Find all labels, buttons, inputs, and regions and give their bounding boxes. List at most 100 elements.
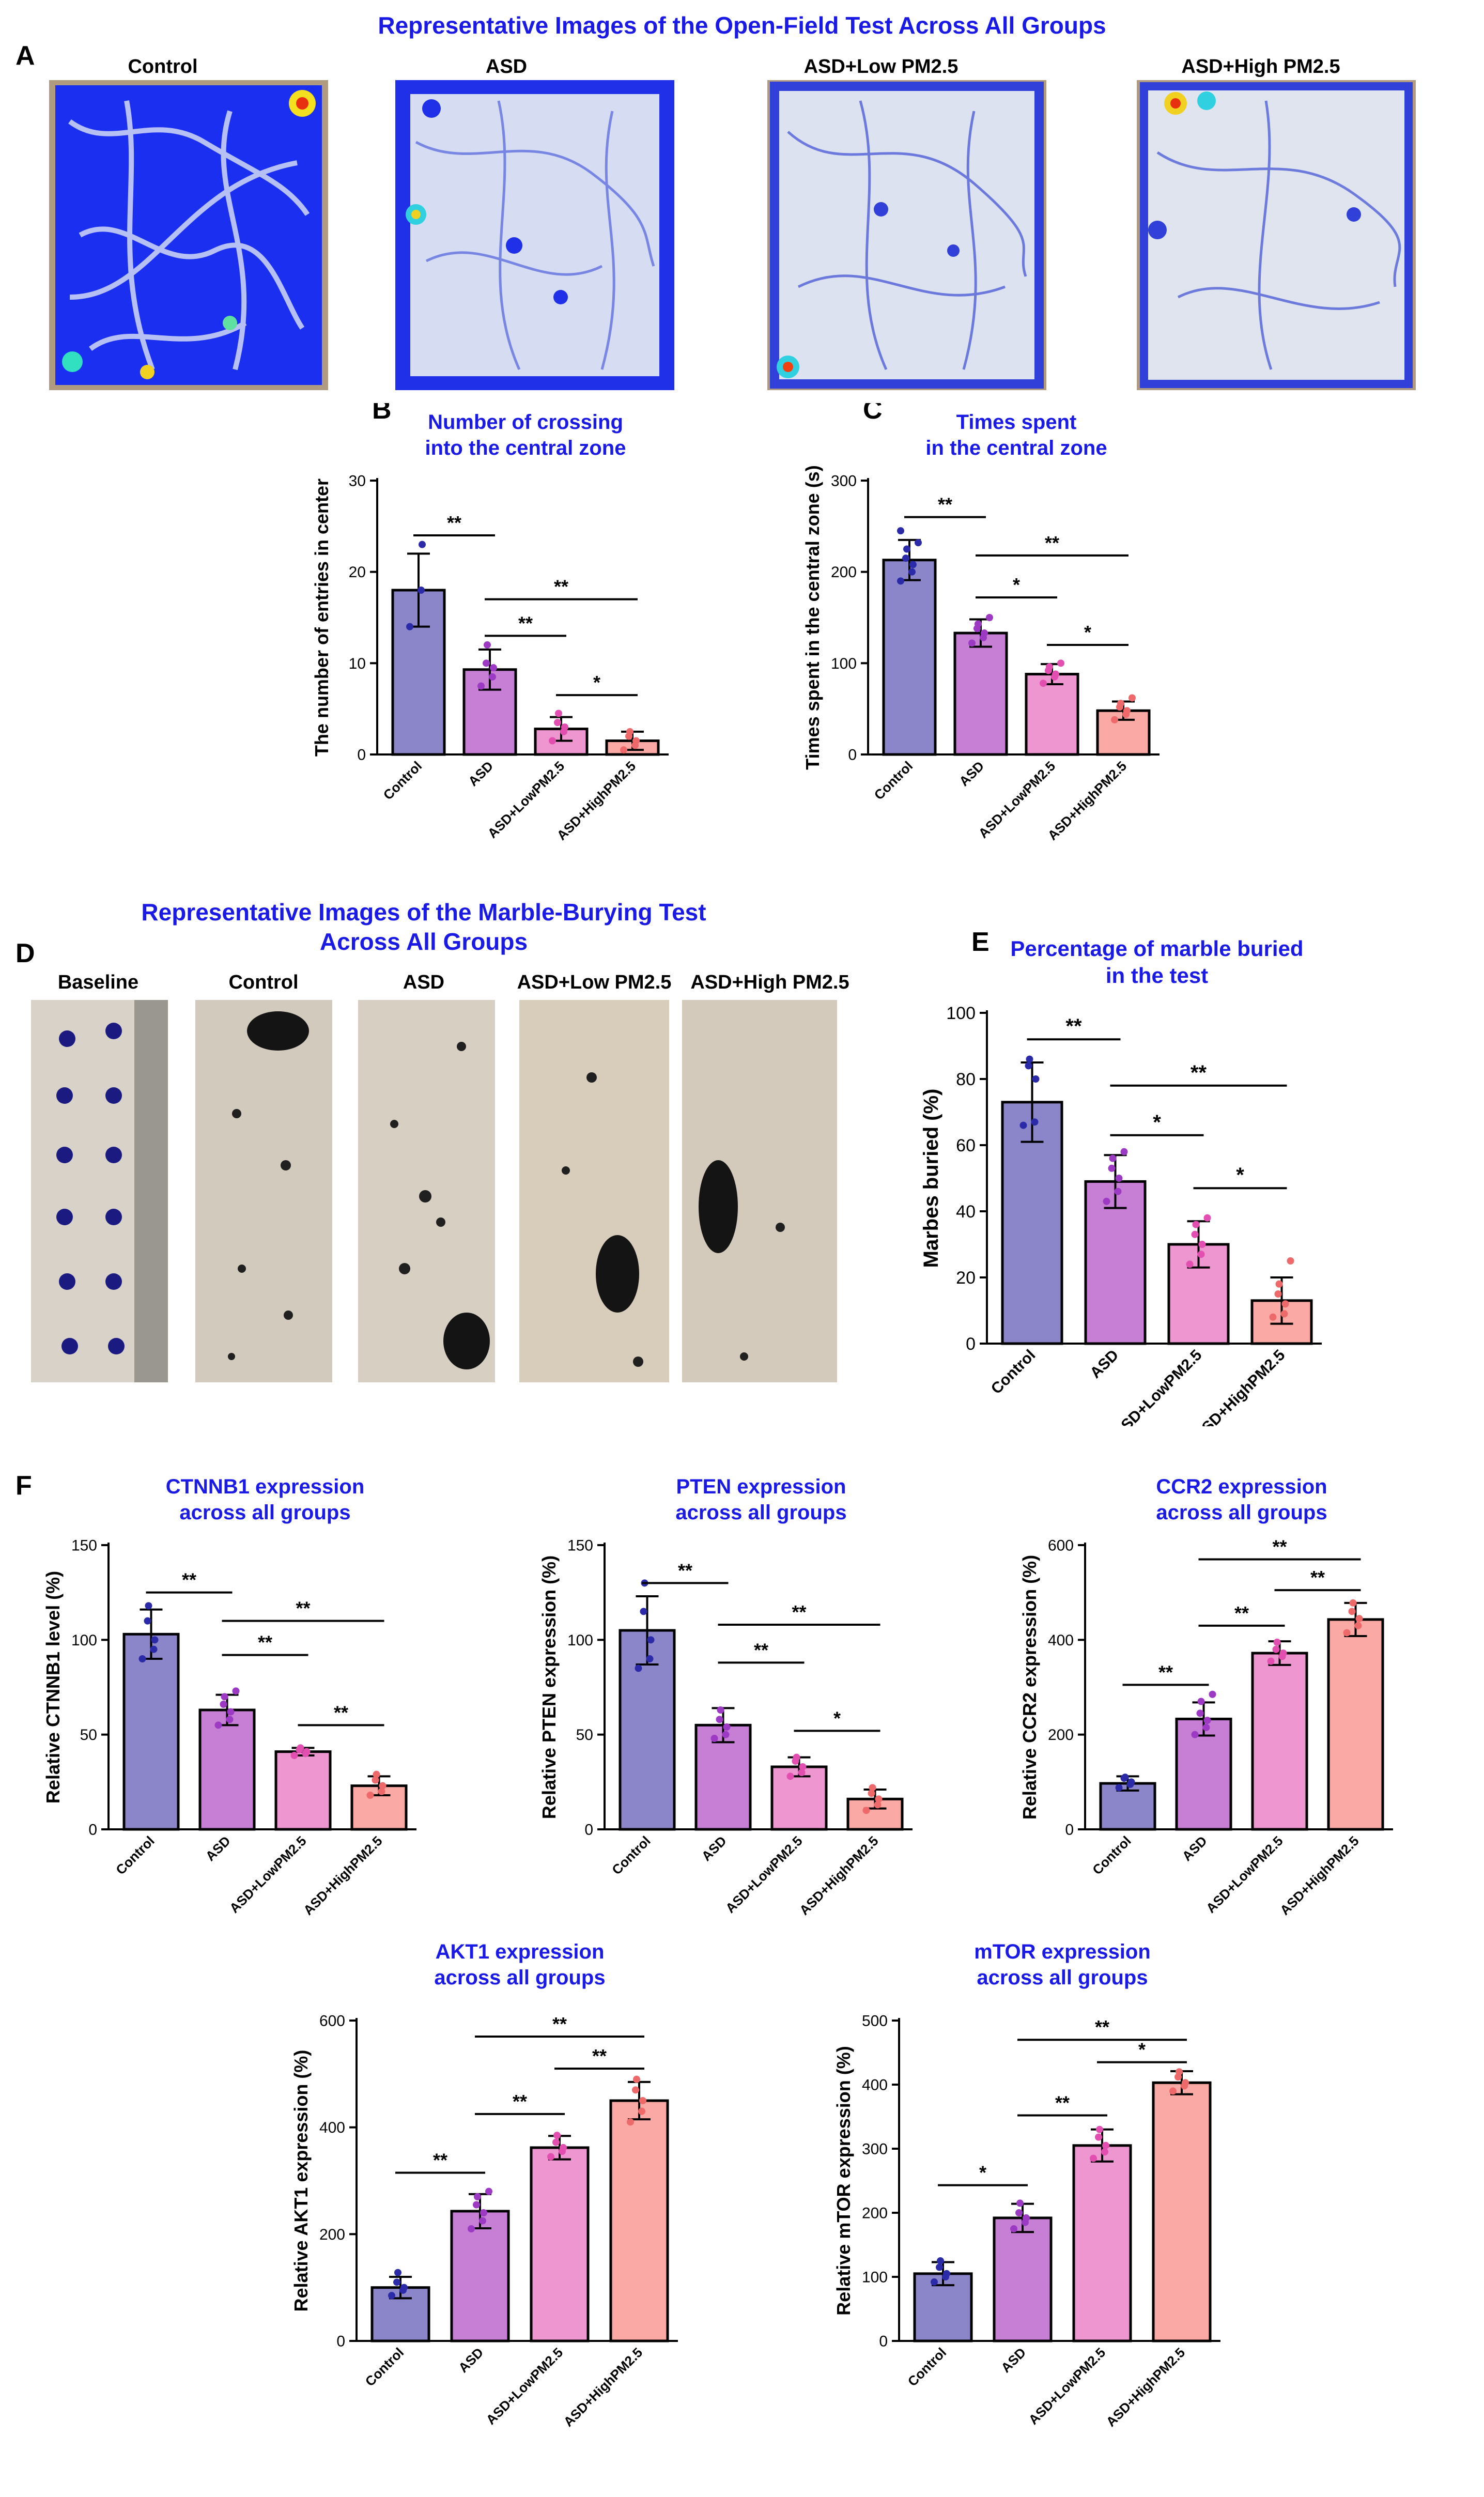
data-point bbox=[1114, 1188, 1122, 1195]
data-point bbox=[151, 1636, 159, 1644]
heatmap-label-control: Control bbox=[128, 56, 198, 78]
significance-label: * bbox=[833, 1707, 841, 1729]
marble-photo-baseline bbox=[31, 1000, 168, 1382]
data-point bbox=[394, 2269, 401, 2276]
data-point bbox=[937, 2257, 944, 2264]
data-point bbox=[1129, 694, 1136, 702]
data-point bbox=[1026, 1055, 1033, 1063]
significance-label: ** bbox=[513, 2091, 527, 2112]
data-point bbox=[1176, 2068, 1183, 2076]
data-point bbox=[943, 2270, 950, 2277]
data-point bbox=[1197, 1251, 1205, 1258]
data-point bbox=[1115, 1784, 1123, 1792]
y-tick-label: 50 bbox=[80, 1727, 97, 1744]
data-point bbox=[1023, 2214, 1030, 2222]
open-field-heatmap-asd-high bbox=[1137, 80, 1416, 390]
y-tick-label: 0 bbox=[848, 747, 857, 764]
category-label: ASD+LowPM2.5 bbox=[722, 1833, 806, 1916]
chart-pten-expression: PTEN expression across all groups 0 50 100 15… bbox=[538, 1475, 913, 1918]
y-axis-label: Times spent in the central zone (s) bbox=[802, 465, 823, 769]
data-point bbox=[1117, 700, 1124, 707]
data-point bbox=[378, 1787, 385, 1795]
bar-1 bbox=[953, 631, 1008, 756]
y-tick-label: 0 bbox=[584, 1822, 593, 1839]
data-point bbox=[902, 554, 909, 562]
data-point bbox=[793, 1753, 800, 1761]
data-point bbox=[297, 1744, 304, 1752]
data-point bbox=[1102, 2141, 1109, 2149]
y-tick-label: 400 bbox=[319, 2119, 345, 2136]
data-point bbox=[226, 1716, 234, 1723]
category-label: ASD bbox=[956, 758, 987, 789]
data-point bbox=[1196, 1709, 1204, 1717]
significance-label: ** bbox=[1045, 532, 1059, 553]
category-label: ASD bbox=[465, 758, 496, 789]
data-point bbox=[1349, 1599, 1357, 1607]
significance-label: ** bbox=[518, 612, 533, 634]
y-tick-label: 100 bbox=[71, 1632, 97, 1649]
category-label: Control bbox=[362, 2345, 407, 2390]
bar-0 bbox=[882, 559, 937, 756]
data-point bbox=[981, 629, 988, 637]
y-tick-label: 600 bbox=[1048, 1537, 1074, 1554]
data-point bbox=[915, 539, 922, 547]
data-point bbox=[903, 545, 910, 553]
data-point bbox=[555, 710, 562, 717]
significance-label: ** bbox=[938, 494, 952, 515]
data-point bbox=[632, 737, 640, 745]
data-point bbox=[303, 1748, 311, 1755]
panel-letter: B bbox=[372, 403, 392, 425]
chart-title-line: across all groups bbox=[675, 1501, 846, 1524]
panel-d-letter: D bbox=[16, 938, 35, 968]
significance-label: ** bbox=[1310, 1567, 1325, 1588]
category-label: ASD+LowPM2.5 bbox=[1110, 1347, 1205, 1426]
data-point bbox=[908, 568, 916, 576]
significance-label: * bbox=[1013, 574, 1020, 595]
data-point bbox=[931, 2278, 938, 2286]
y-tick-label: 0 bbox=[88, 1822, 97, 1839]
significance-label: * bbox=[1138, 2039, 1146, 2060]
data-point bbox=[1096, 2125, 1103, 2133]
data-point bbox=[144, 1617, 151, 1625]
chart-title-line: PTEN expression bbox=[676, 1475, 846, 1498]
chart-title-line: across all groups bbox=[1156, 1501, 1327, 1524]
category-label: ASD bbox=[203, 1833, 234, 1864]
data-point bbox=[560, 2144, 567, 2151]
data-point bbox=[214, 1721, 222, 1729]
y-tick-label: 20 bbox=[349, 564, 366, 581]
marble-photo-asd-high bbox=[682, 1000, 837, 1382]
data-point bbox=[485, 2187, 492, 2195]
data-point bbox=[1121, 1774, 1129, 1781]
data-point bbox=[1095, 2133, 1102, 2141]
significance-label: ** bbox=[754, 1639, 768, 1660]
data-point bbox=[862, 1807, 870, 1814]
data-point bbox=[1272, 1645, 1280, 1653]
category-label: ASD+LowPM2.5 bbox=[1203, 1833, 1286, 1916]
category-label: Control bbox=[1089, 1833, 1134, 1878]
panel-d-title-line2: Across All Groups bbox=[319, 928, 528, 955]
data-point bbox=[1101, 2148, 1108, 2156]
data-point bbox=[986, 614, 993, 621]
data-point bbox=[552, 2138, 560, 2146]
data-point bbox=[1010, 2225, 1017, 2232]
y-tick-label: 0 bbox=[879, 2333, 888, 2350]
marble-label-baseline: Baseline bbox=[57, 972, 139, 993]
data-point bbox=[635, 1664, 642, 1672]
significance-label: ** bbox=[296, 1598, 310, 1619]
data-point bbox=[640, 1608, 647, 1615]
category-label: ASD+HighPM2.5 bbox=[560, 2345, 645, 2430]
bar-0 bbox=[122, 1632, 180, 1831]
marble-photo-control bbox=[195, 1000, 332, 1382]
y-tick-label: 80 bbox=[956, 1070, 976, 1089]
data-point bbox=[1287, 1257, 1294, 1265]
marble-label-asd: ASD bbox=[403, 972, 445, 993]
data-point bbox=[220, 1701, 227, 1708]
significance-label: * bbox=[979, 2162, 986, 2183]
panel-letter: C bbox=[863, 403, 883, 425]
chart-title-line: mTOR expression bbox=[974, 1940, 1151, 1963]
data-point bbox=[232, 1687, 240, 1695]
bar-1 bbox=[198, 1708, 256, 1831]
significance-label: ** bbox=[1055, 2092, 1070, 2114]
data-point bbox=[1203, 1717, 1211, 1724]
